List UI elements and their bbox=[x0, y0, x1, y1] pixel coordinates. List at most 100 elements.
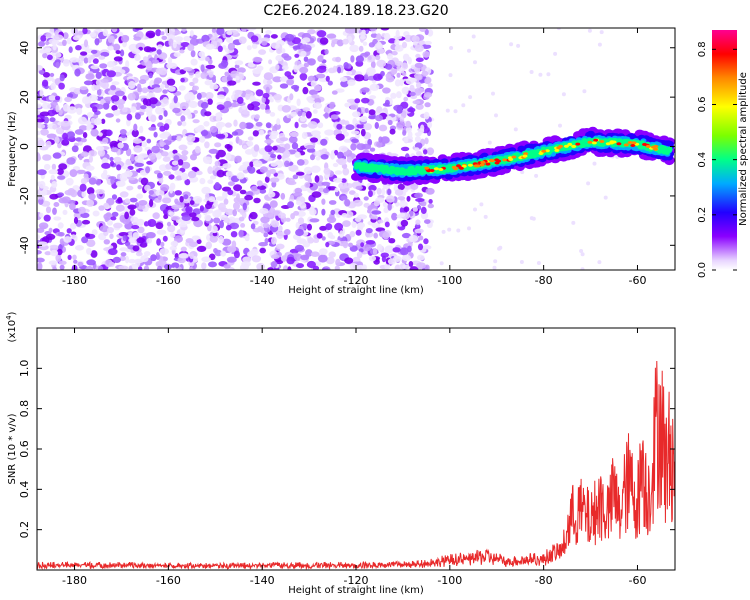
noise-cell bbox=[131, 48, 141, 55]
noise-cell bbox=[376, 48, 385, 54]
noise-cell bbox=[397, 183, 405, 191]
noise-cell bbox=[59, 74, 65, 82]
noise-cell bbox=[189, 241, 198, 248]
noise-cell bbox=[173, 155, 180, 162]
noise-cell bbox=[201, 256, 211, 263]
noise-cell bbox=[302, 37, 311, 43]
noise-cell bbox=[391, 212, 398, 221]
noise-cell bbox=[62, 59, 70, 67]
noise-cell bbox=[599, 30, 604, 35]
noise-cell bbox=[265, 122, 272, 129]
noise-cell bbox=[110, 160, 115, 167]
noise-cell bbox=[110, 216, 117, 221]
noise-cell bbox=[49, 28, 55, 35]
noise-cell bbox=[95, 189, 105, 195]
noise-cell bbox=[150, 47, 157, 52]
noise-cell bbox=[424, 40, 432, 45]
noise-cell bbox=[63, 136, 69, 144]
noise-cell bbox=[262, 152, 270, 161]
noise-cell bbox=[136, 193, 144, 199]
noise-cell bbox=[340, 195, 348, 201]
noise-cell bbox=[249, 161, 254, 168]
noise-cell bbox=[376, 187, 382, 195]
noise-cell bbox=[284, 33, 295, 42]
noise-cell bbox=[131, 129, 139, 138]
noise-cell bbox=[174, 170, 183, 176]
noise-cell bbox=[159, 125, 166, 132]
noise-cell bbox=[272, 76, 283, 83]
noise-cell bbox=[179, 102, 189, 110]
noise-cell bbox=[396, 91, 402, 99]
noise-cell bbox=[233, 119, 238, 127]
noise-cell bbox=[278, 225, 283, 232]
noise-cell bbox=[117, 197, 123, 203]
noise-cell bbox=[479, 202, 484, 207]
noise-cell bbox=[300, 116, 306, 122]
noise-cell bbox=[194, 126, 205, 133]
noise-cell bbox=[167, 224, 176, 233]
noise-cell bbox=[109, 156, 114, 162]
noise-cell bbox=[209, 175, 217, 180]
noise-cell bbox=[143, 265, 150, 270]
noise-cell bbox=[376, 33, 382, 41]
noise-cell bbox=[271, 181, 277, 188]
noise-cell bbox=[279, 83, 289, 89]
noise-cell bbox=[238, 216, 245, 222]
noise-cell bbox=[189, 253, 195, 260]
noise-cell bbox=[168, 38, 174, 47]
noise-cell bbox=[333, 177, 343, 183]
noise-cell bbox=[216, 104, 225, 111]
noise-cell bbox=[127, 92, 136, 101]
noise-cell bbox=[157, 194, 162, 201]
noise-cell bbox=[418, 28, 427, 32]
noise-cell bbox=[130, 106, 137, 113]
noise-cell bbox=[111, 28, 118, 33]
noise-cell bbox=[275, 64, 280, 71]
noise-cell bbox=[123, 170, 133, 178]
noise-cell bbox=[383, 32, 391, 41]
noise-cell bbox=[461, 103, 466, 108]
noise-cell bbox=[57, 232, 65, 237]
noise-cell bbox=[296, 210, 306, 217]
noise-cell bbox=[405, 120, 412, 129]
noise-cell bbox=[57, 142, 62, 149]
noise-cell bbox=[319, 248, 328, 255]
noise-cell bbox=[153, 79, 160, 86]
noise-cell bbox=[215, 153, 220, 160]
noise-cell bbox=[70, 222, 77, 230]
noise-cell bbox=[155, 29, 162, 37]
noise-cell bbox=[360, 87, 370, 93]
noise-cell bbox=[299, 72, 308, 81]
noise-cell bbox=[192, 119, 200, 124]
noise-cell bbox=[90, 65, 100, 70]
noise-cell bbox=[168, 174, 175, 180]
noise-cell bbox=[344, 257, 354, 265]
noise-cell bbox=[66, 131, 76, 139]
noise-cell bbox=[326, 33, 337, 39]
noise-cell bbox=[59, 264, 65, 270]
noise-cell bbox=[101, 162, 111, 169]
noise-cell bbox=[45, 32, 52, 38]
noise-cell bbox=[299, 239, 305, 245]
noise-cell bbox=[251, 255, 262, 263]
noise-cell bbox=[215, 133, 226, 139]
noise-cell bbox=[192, 77, 199, 84]
noise-cell bbox=[303, 166, 313, 175]
noise-cell bbox=[121, 34, 130, 43]
noise-cell bbox=[68, 46, 73, 53]
noise-cell bbox=[52, 42, 57, 51]
noise-cell bbox=[265, 30, 272, 35]
noise-cell bbox=[316, 65, 327, 74]
noise-cell bbox=[50, 249, 59, 257]
noise-cell bbox=[586, 181, 591, 186]
noise-cell bbox=[275, 173, 285, 180]
noise-cell bbox=[80, 212, 90, 218]
noise-cell bbox=[218, 62, 228, 69]
noise-cell bbox=[354, 74, 365, 82]
noise-cell bbox=[399, 67, 405, 74]
noise-cell bbox=[397, 196, 406, 201]
noise-cell bbox=[143, 251, 151, 257]
noise-cell bbox=[324, 49, 329, 55]
noise-cell bbox=[101, 118, 106, 125]
